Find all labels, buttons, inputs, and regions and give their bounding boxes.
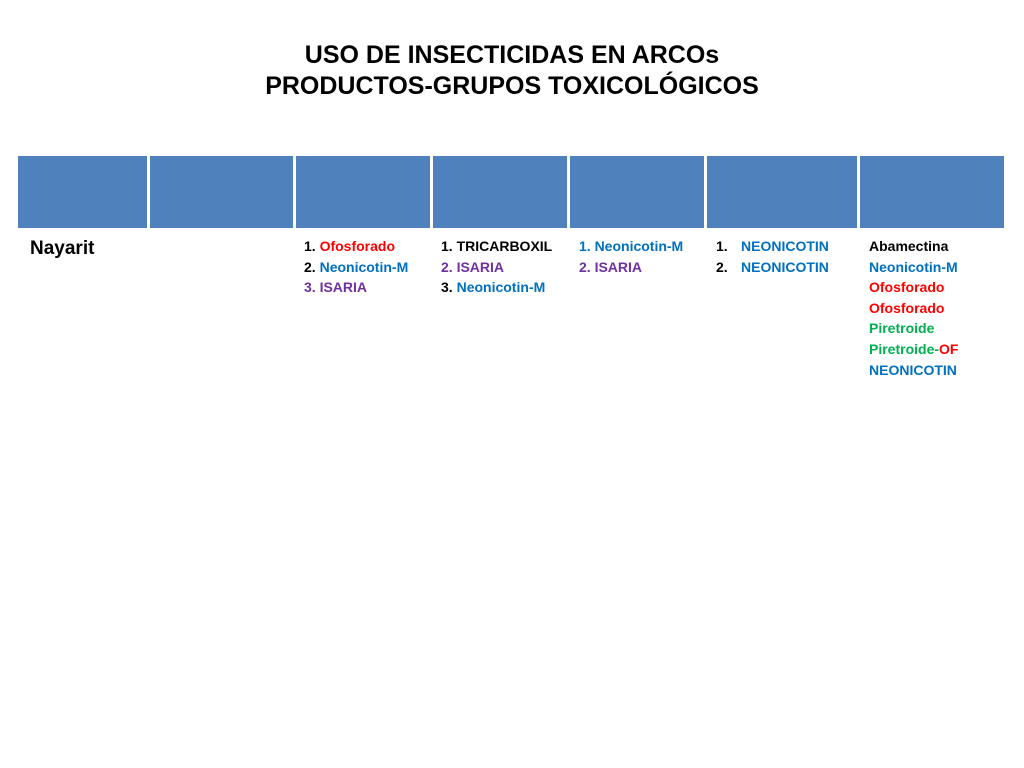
header-divider [704, 156, 707, 228]
header-divider [567, 156, 570, 228]
header-divider [430, 156, 433, 228]
list-item: 2. NEONICOTIN [716, 258, 829, 275]
list-item: 3. ISARIA [304, 279, 368, 296]
header-cell-2014: 2014 [612, 23, 662, 48]
cell-productor: Abamectina Neonicotin-M Ofosforado Ofosf… [869, 236, 958, 380]
header-cell-2012: 2012 [338, 23, 388, 48]
header-cell-empty [18, 0, 147, 72]
list-item: 2. ISARIA [579, 258, 643, 275]
title-line-2: PRODUCTOS-GRUPOS TOXICOLÓGICOS [265, 72, 759, 100]
list-item: 2. ISARIA [441, 258, 505, 275]
list-item: 1. NEONICOTIN [716, 238, 829, 254]
header-divider [147, 156, 150, 228]
list-item: NEONICOTIN [869, 361, 957, 378]
list-item: Abamectina [869, 238, 949, 254]
list-item: Ofosforado [869, 299, 945, 316]
list-item: 1. TRICARBOXIL [441, 238, 553, 254]
header-cell-2011: 2011 [197, 23, 246, 48]
table-header [18, 156, 1004, 228]
list-item: 3. Neonicotin-M [441, 279, 546, 296]
header-cell-2013: 2013 [475, 23, 525, 48]
header-cell-2015: 2015 [757, 23, 807, 48]
header-divider [293, 156, 296, 228]
row-label-nayarit: Nayarit [30, 238, 95, 259]
title-line-1: USO DE INSECTICIDAS EN ARCOs [304, 41, 720, 69]
cell-2014: 1. Neonicotin-M 2. ISARIA [579, 236, 683, 277]
header-divider [857, 156, 860, 228]
list-item: 1. Neonicotin-M [579, 238, 684, 254]
header-cell-productor: PRODUCTOR [877, 10, 987, 29]
cell-2012: 1. Ofosforado 2. Neonicotin-M 3. ISARIA [304, 236, 408, 298]
cell-2013: 1. TRICARBOXIL 2. ISARIA 3. Neonicotin-M [441, 236, 552, 298]
list-item: Piretroide [869, 320, 935, 337]
list-item: 2. Neonicotin-M [304, 258, 409, 275]
list-item: Ofosforado [869, 279, 945, 296]
cell-2015: 1. NEONICOTIN 2. NEONICOTIN [716, 236, 829, 277]
slide-title: USO DE INSECTICIDAS EN ARCOs PRODUCTOS-G… [0, 40, 1024, 102]
list-item: Neonicotin-M [869, 258, 958, 275]
list-item: 1. Ofosforado [304, 238, 396, 254]
list-item: Piretroide-OF [869, 340, 959, 357]
